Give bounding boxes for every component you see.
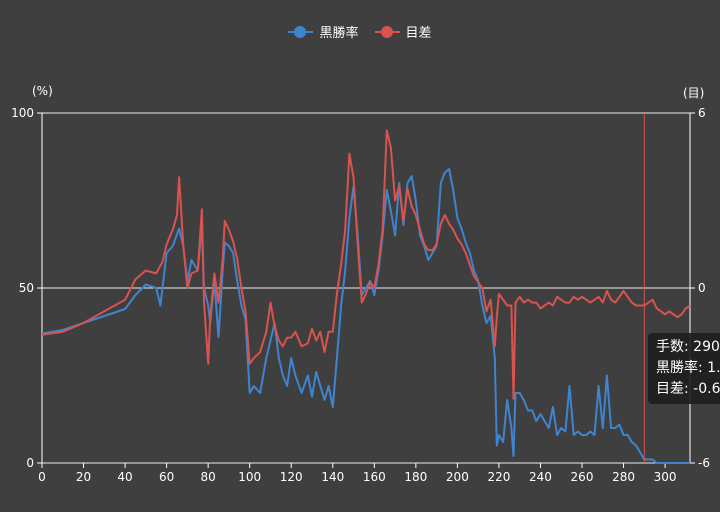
legend-marker-icon (374, 25, 400, 39)
left-axis-unit: (%) (32, 84, 53, 98)
x-tick-label: 60 (159, 470, 174, 484)
legend-label-winrate: 黒勝率 (319, 26, 359, 41)
tooltip-move: 手数: 290 (656, 339, 720, 355)
tooltip-winrate: 黒勝率: 1. (656, 360, 720, 376)
legend: 黒勝率 目差 (0, 22, 720, 41)
tooltip: 手数: 290 黒勝率: 1. 目差: -0.6 (648, 333, 720, 404)
x-tick-label: 280 (612, 470, 635, 484)
x-tick-label: 180 (404, 470, 427, 484)
y-right-tick-label: 6 (698, 106, 706, 120)
x-tick-label: 160 (363, 470, 386, 484)
x-tick-label: 20 (76, 470, 91, 484)
legend-marker-icon (288, 25, 314, 39)
x-tick-label: 140 (321, 470, 344, 484)
x-tick-label: 0 (38, 470, 46, 484)
legend-item-winrate[interactable]: 黒勝率 (288, 22, 359, 41)
x-tick-label: 100 (238, 470, 261, 484)
y-left-tick-label: 100 (11, 106, 34, 120)
series-line-score-diff (41, 129, 691, 400)
x-tick-label: 200 (446, 470, 469, 484)
y-right-tick-label: 0 (698, 281, 706, 295)
x-tick-label: 220 (487, 470, 510, 484)
x-tick-label: 40 (117, 470, 132, 484)
x-tick-label: 120 (280, 470, 303, 484)
y-right-tick-label: -6 (698, 456, 710, 470)
x-tick-label: 300 (654, 470, 677, 484)
x-tick-label: 240 (529, 470, 552, 484)
series-line-winrate (41, 168, 690, 464)
right-axis-unit: (目) (683, 86, 705, 100)
x-tick-label: 80 (201, 470, 216, 484)
legend-item-score-diff[interactable]: 目差 (374, 22, 432, 41)
tooltip-score-diff: 目差: -0.6 (656, 381, 720, 397)
x-tick-label: 260 (571, 470, 594, 484)
y-left-tick-label: 50 (19, 281, 34, 295)
y-left-tick-label: 0 (26, 456, 34, 470)
legend-label-score-diff: 目差 (405, 26, 432, 41)
